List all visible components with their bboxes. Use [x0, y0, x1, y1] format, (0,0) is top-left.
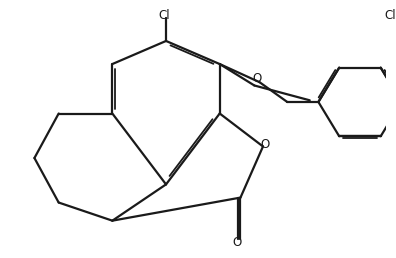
Text: O: O	[232, 236, 242, 249]
Text: Cl: Cl	[158, 9, 170, 22]
Text: Cl: Cl	[384, 9, 396, 22]
Text: O: O	[252, 72, 261, 85]
Text: O: O	[260, 138, 269, 151]
